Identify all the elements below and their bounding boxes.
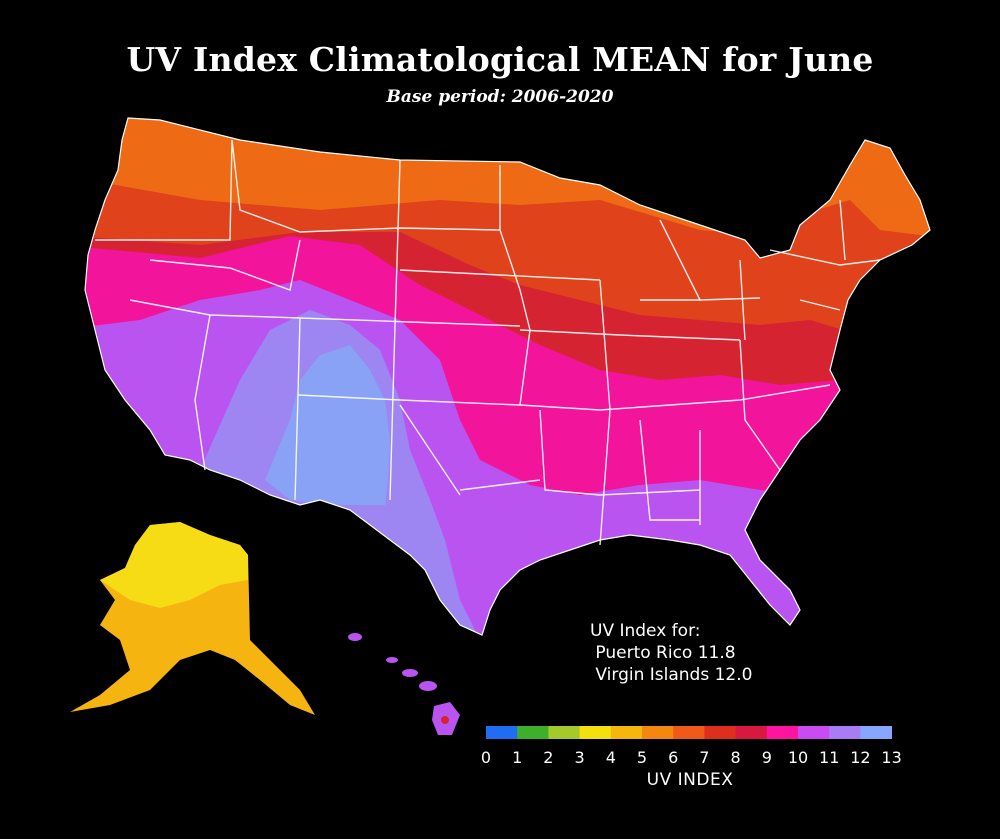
legend-tick-label: 7 — [699, 748, 709, 767]
map-subtitle: Base period: 2006-2020 — [386, 87, 614, 107]
legend-ticks: 0 1 2 3 4 5 6 7 8 9 10 11 12 13 — [481, 748, 902, 767]
hawaii-island-3 — [402, 669, 418, 677]
legend-swatch — [642, 726, 674, 739]
alaska — [70, 522, 315, 715]
state-borders — [95, 139, 881, 546]
legend-swatch — [766, 726, 799, 739]
legend-swatch — [610, 726, 643, 739]
legend-tick-label: 6 — [668, 748, 678, 767]
hawaii-island-4 — [419, 681, 437, 691]
virgin-islands-value: Virgin Islands 12.0 — [590, 665, 753, 685]
puerto-rico-value: Puerto Rico 11.8 — [590, 643, 736, 663]
legend-swatch — [735, 726, 768, 739]
legend-swatch — [829, 726, 861, 739]
legend-colorbar — [486, 726, 892, 739]
legend-tick-label: 2 — [543, 748, 553, 767]
legend-swatch — [486, 726, 518, 739]
territory-note-heading: UV Index for: — [590, 621, 701, 641]
legend-swatch — [517, 726, 549, 739]
legend-tick-label: 5 — [637, 748, 647, 767]
legend-swatch — [704, 726, 736, 739]
legend-tick-label: 13 — [881, 748, 901, 767]
legend-tick-label: 0 — [481, 748, 491, 767]
hawaii-peak-spot — [441, 716, 449, 724]
legend-tick-label: 8 — [731, 748, 741, 767]
alaska-low-band — [100, 522, 248, 608]
legend-tick-label: 11 — [819, 748, 839, 767]
hawaii-island-1 — [348, 633, 362, 641]
hawaii — [348, 633, 460, 735]
legend-swatch — [548, 726, 580, 739]
hawaii-island-2 — [386, 657, 398, 663]
legend-label: UV INDEX — [646, 770, 734, 790]
legend-tick-label: 9 — [762, 748, 772, 767]
map-title: UV Index Climatological MEAN for June — [126, 40, 874, 79]
legend-swatch — [673, 726, 705, 739]
territory-note: UV Index for: Puerto Rico 11.8 Virgin Is… — [590, 620, 752, 686]
legend-swatch — [798, 726, 830, 739]
legend-tick-label: 4 — [606, 748, 616, 767]
legend-tick-label: 3 — [575, 748, 585, 767]
legend-swatch — [579, 726, 612, 739]
legend-tick-label: 1 — [512, 748, 522, 767]
legend-tick-label: 10 — [788, 748, 808, 767]
legend-swatch — [860, 726, 892, 739]
legend-tick-label: 12 — [850, 748, 870, 767]
